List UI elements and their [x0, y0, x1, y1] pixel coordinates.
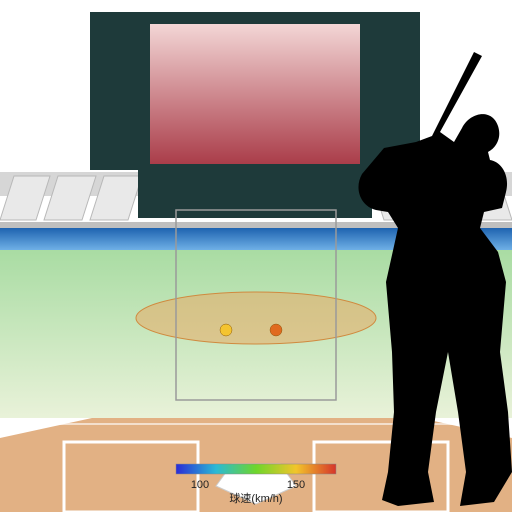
pitch-marker — [270, 324, 282, 336]
colorbar-tick: 150 — [287, 479, 305, 491]
colorbar-label: 球速(km/h) — [229, 491, 282, 505]
colorbar-gradient — [176, 464, 336, 474]
colorbar-tick: 100 — [191, 479, 209, 491]
pitch-marker — [220, 324, 232, 336]
chart-svg: 100 150 球速(km/h) — [0, 0, 512, 512]
pitch-location-chart: 100 150 球速(km/h) — [0, 0, 512, 512]
